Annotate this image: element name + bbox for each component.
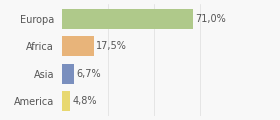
Bar xyxy=(62,64,74,84)
Bar xyxy=(62,9,193,29)
Bar xyxy=(62,36,94,56)
Text: 6,7%: 6,7% xyxy=(76,69,101,79)
Text: 4,8%: 4,8% xyxy=(73,96,97,106)
Bar xyxy=(62,91,71,111)
Text: 17,5%: 17,5% xyxy=(96,41,127,51)
Text: 71,0%: 71,0% xyxy=(195,14,226,24)
